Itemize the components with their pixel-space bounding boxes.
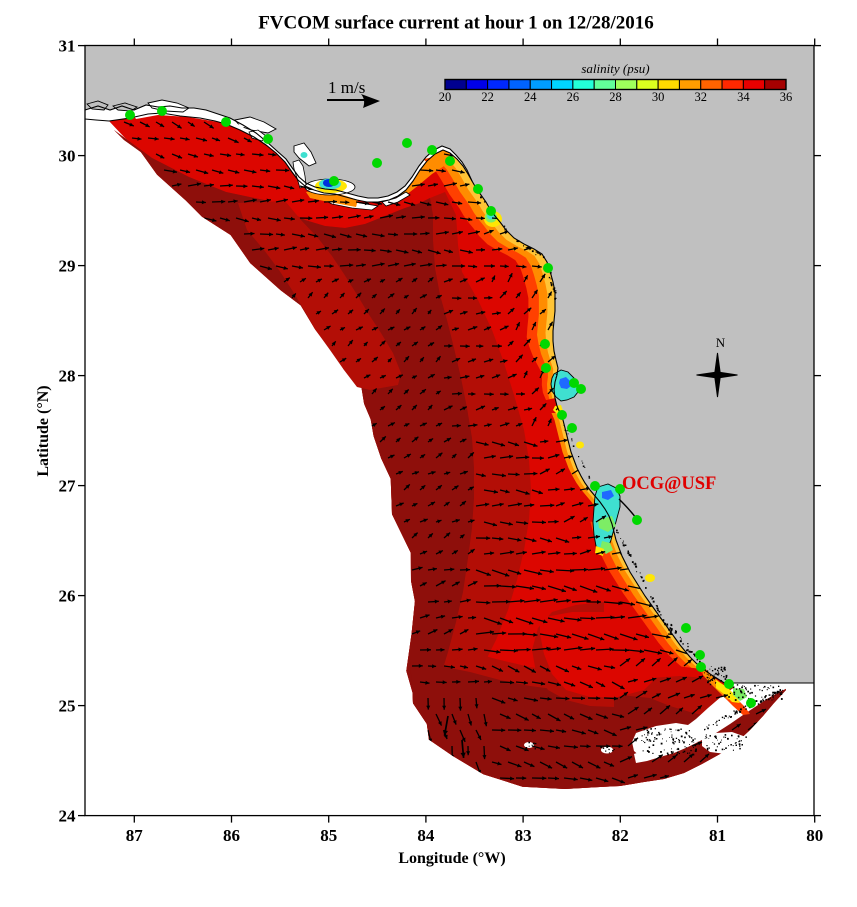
svg-text:34: 34: [737, 90, 750, 104]
svg-text:36: 36: [780, 90, 793, 104]
svg-text:20: 20: [439, 90, 452, 104]
svg-text:24: 24: [59, 807, 77, 826]
svg-text:80: 80: [806, 826, 823, 845]
svg-text:29: 29: [59, 257, 76, 276]
svg-text:salinity (psu): salinity (psu): [581, 61, 649, 76]
svg-text:26: 26: [567, 90, 580, 104]
svg-text:N: N: [716, 335, 726, 350]
svg-text:83: 83: [515, 826, 532, 845]
svg-text:87: 87: [126, 826, 144, 845]
svg-text:30: 30: [652, 90, 665, 104]
svg-text:85: 85: [320, 826, 337, 845]
svg-text:86: 86: [223, 826, 240, 845]
svg-text:26: 26: [59, 587, 76, 606]
svg-text:31: 31: [59, 37, 76, 56]
svg-text:Longitude (°W): Longitude (°W): [398, 850, 505, 867]
svg-text:28: 28: [609, 90, 622, 104]
svg-text:1 m/s: 1 m/s: [328, 78, 365, 97]
svg-text:82: 82: [612, 826, 629, 845]
svg-text:84: 84: [417, 826, 435, 845]
svg-text:22: 22: [481, 90, 494, 104]
svg-text:30: 30: [59, 147, 76, 166]
svg-text:OCG@USF: OCG@USF: [622, 474, 716, 494]
svg-text:25: 25: [59, 697, 76, 716]
svg-text:FVCOM surface current at hour: FVCOM surface current at hour 1 on 12/28…: [258, 13, 654, 34]
svg-text:24: 24: [524, 90, 537, 104]
svg-text:27: 27: [59, 477, 77, 496]
svg-text:32: 32: [695, 90, 708, 104]
svg-text:81: 81: [709, 826, 726, 845]
svg-text:28: 28: [59, 367, 76, 386]
svg-text:Latitude (°N): Latitude (°N): [35, 385, 52, 476]
